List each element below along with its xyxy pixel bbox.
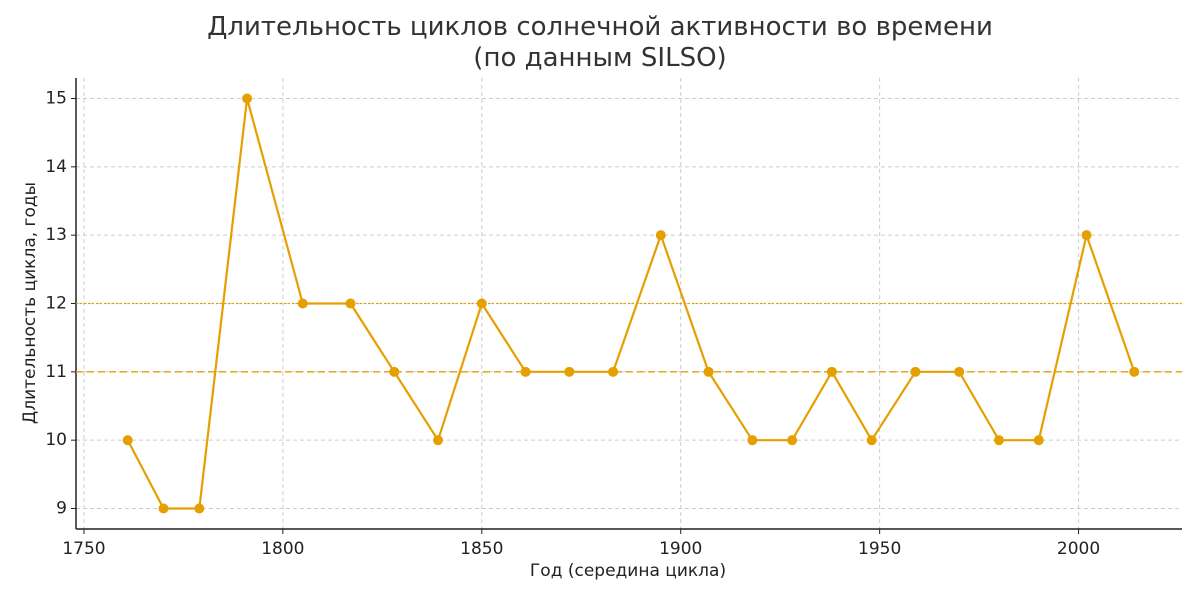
y-tick-label: 9: [56, 499, 67, 519]
data-point: [608, 366, 619, 377]
data-point: [910, 366, 921, 377]
x-tick-label: 1950: [858, 539, 901, 559]
data-point: [158, 503, 169, 514]
x-tick-label: 1750: [62, 539, 105, 559]
data-point: [476, 298, 487, 309]
y-tick-label: 14: [45, 157, 67, 177]
y-tick-label: 12: [45, 294, 67, 314]
y-tick-label: 11: [45, 362, 67, 382]
data-point: [520, 366, 531, 377]
data-point: [993, 435, 1004, 446]
data-point: [747, 435, 758, 446]
data-point: [1033, 435, 1044, 446]
data-point: [703, 366, 714, 377]
x-tick-label: 1850: [460, 539, 503, 559]
data-point: [564, 366, 575, 377]
y-tick-label: 15: [45, 89, 67, 109]
data-point: [122, 435, 133, 446]
data-point: [954, 366, 965, 377]
y-axis-label: Длительность цикла, годы: [20, 182, 40, 424]
x-tick-label: 1900: [659, 539, 702, 559]
data-point: [297, 298, 308, 309]
data-point: [1081, 230, 1092, 241]
x-tick-label: 1800: [261, 539, 304, 559]
data-point: [345, 298, 356, 309]
chart-title: Длительность циклов солнечной активности…: [207, 12, 993, 73]
data-point: [194, 503, 205, 514]
y-tick-label: 13: [45, 225, 67, 245]
data-point: [1129, 366, 1140, 377]
data-point: [826, 366, 837, 377]
data-point: [389, 366, 400, 377]
series-line: [126, 98, 1136, 510]
data-point: [866, 435, 877, 446]
x-tick-label: 2000: [1057, 539, 1100, 559]
data-point: [787, 435, 798, 446]
data-point: [433, 435, 444, 446]
data-point: [242, 93, 253, 104]
data-point: [655, 230, 666, 241]
y-tick-label: 10: [45, 430, 67, 450]
x-axis-label: Год (середина цикла): [530, 561, 726, 581]
